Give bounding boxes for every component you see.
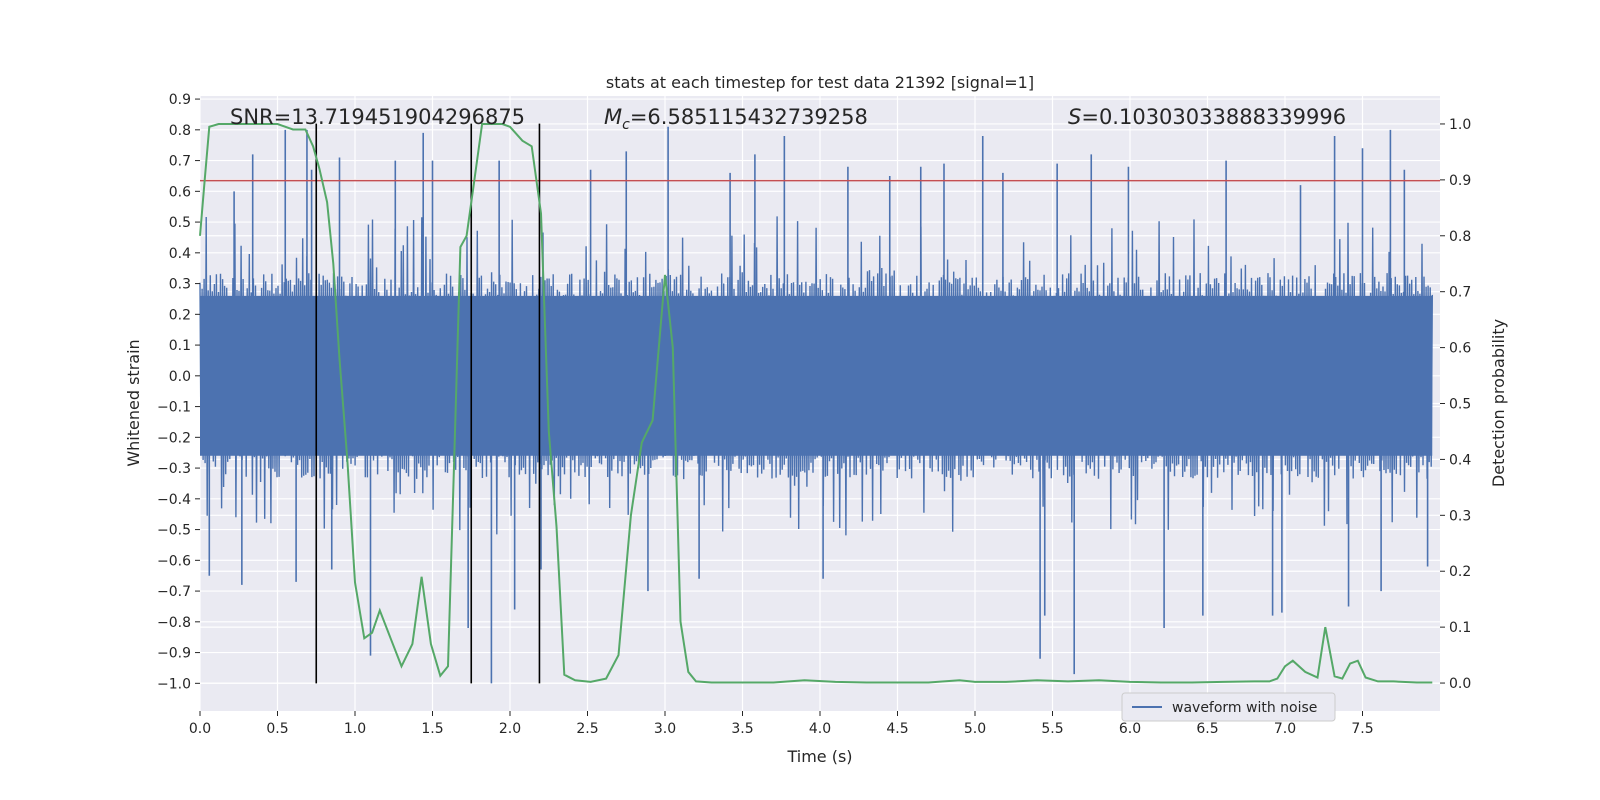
detection-probability-series [199, 123, 1433, 684]
x-tick-label: 2.0 [499, 721, 521, 737]
y-left-tick-label: 0.5 [169, 215, 191, 231]
y-right-tick-label: 0.0 [1449, 676, 1471, 692]
y-right-tick-label: 0.9 [1449, 173, 1471, 189]
y-left-tick-label: −0.9 [157, 646, 191, 662]
y-left-tick-label: −0.4 [157, 492, 191, 508]
y-right-tick-label: 0.8 [1449, 229, 1471, 245]
x-axis-label: Time (s) [786, 747, 852, 766]
vertical-markers [315, 123, 541, 684]
y-left-tick-label: 0.2 [169, 307, 191, 323]
y-left-tick-label: 0.6 [169, 184, 191, 200]
waveform-series [199, 126, 1433, 684]
x-tick-label: 7.5 [1351, 721, 1373, 737]
y-left-tick-label: 0.3 [169, 277, 191, 293]
y-right-tick-label: 0.6 [1449, 341, 1471, 357]
y-left-tick-label: −0.8 [157, 615, 191, 631]
x-tick-label: 0.5 [266, 721, 288, 737]
x-tick-label: 5.5 [1041, 721, 1063, 737]
y-left-tick-label: 0.8 [169, 123, 191, 139]
chirp-mass-annotation: Mc=6.585115432739258 [604, 105, 868, 133]
y-left-tick-label: −0.5 [157, 523, 191, 539]
chart-title: stats at each timestep for test data 213… [606, 73, 1034, 92]
snr-annotation: SNR=13.719451904296875 [230, 105, 525, 129]
y-left-tick-label: −0.3 [157, 461, 191, 477]
x-tick-label: 6.0 [1119, 721, 1141, 737]
legend: waveform with noise [1121, 692, 1336, 722]
waveform-core-band [200, 295, 1433, 456]
x-tick-label: 4.5 [886, 721, 908, 737]
s-annotation: S=0.10303033888339996 [1068, 105, 1346, 129]
y-axis-right-label: Detection probability [1489, 319, 1508, 487]
y-left-tick-label: −0.2 [157, 430, 191, 446]
x-tick-label: 6.5 [1196, 721, 1218, 737]
y-left-tick-label: 0.9 [169, 92, 191, 108]
y-left-tick-label: −1.0 [157, 676, 191, 692]
y-axis-left-label: Whitened strain [124, 339, 143, 466]
y-right-tick-label: 1.0 [1449, 117, 1471, 133]
s-symbol: S [1068, 105, 1081, 129]
y-left-tick-label: −0.6 [157, 553, 191, 569]
y-left-tick-label: 0.7 [169, 154, 191, 170]
x-tick-label: 1.5 [421, 721, 443, 737]
chirp-mass-subscript: c [622, 117, 630, 133]
y-right-tick-label: 0.5 [1449, 397, 1471, 413]
y-right-tick-label: 0.3 [1449, 508, 1471, 524]
y-left-tick-label: 0.1 [169, 338, 191, 354]
y-right-tick-label: 0.1 [1449, 620, 1471, 636]
y-left-tick-label: 0.4 [169, 246, 191, 262]
x-tick-label: 3.5 [731, 721, 753, 737]
detection-probability-line [199, 123, 1433, 684]
chirp-mass-symbol: M [604, 105, 622, 129]
x-tick-label: 4.0 [809, 721, 831, 737]
y-left-tick-label: −0.1 [157, 400, 191, 416]
legend-label: waveform with noise [1172, 700, 1317, 716]
x-tick-label: 7.0 [1274, 721, 1296, 737]
x-tick-label: 2.5 [576, 721, 598, 737]
y-left-tick-label: −0.7 [157, 584, 191, 600]
s-value: =0.10303033888339996 [1081, 105, 1346, 129]
x-tick-label: 1.0 [344, 721, 366, 737]
x-tick-label: 5.0 [964, 721, 986, 737]
x-tick-label: 3.0 [654, 721, 676, 737]
tick-labels: 0.0 0.5 1.0 1.5 2.0 2.5 3.0 3.5 4.0 4.5 5.0 5.5 6.0 6… [157, 92, 1471, 737]
y-right-tick-label: 0.2 [1449, 564, 1471, 580]
y-right-tick-label: 0.4 [1449, 452, 1471, 468]
chirp-mass-value: =6.585115432739258 [630, 105, 868, 129]
y-right-tick-label: 0.7 [1449, 285, 1471, 301]
legend-box [1121, 692, 1336, 722]
y-left-tick-label: 0.0 [169, 369, 191, 385]
x-tick-label: 0.0 [189, 721, 211, 737]
